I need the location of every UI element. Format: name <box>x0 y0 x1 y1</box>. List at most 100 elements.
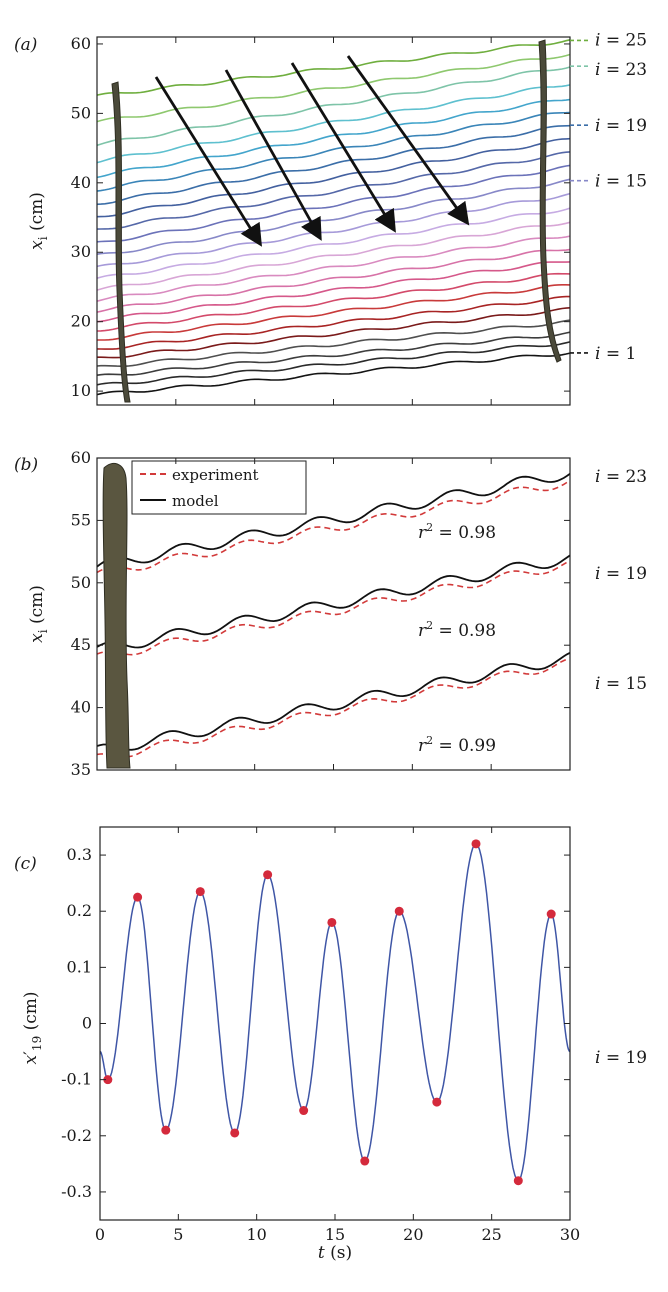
series-line-22 <box>96 84 571 164</box>
panel-b-ytick-label: 45 <box>71 635 91 654</box>
panel-a-ytick-label: 20 <box>71 312 91 331</box>
model-line-1 <box>96 473 571 568</box>
panel-a-ytick-label: 40 <box>71 173 91 192</box>
r2-label-1-var: r <box>418 523 427 543</box>
model-line-2 <box>96 554 571 649</box>
extremum-marker-14 <box>546 909 556 919</box>
series-line-13 <box>96 207 571 279</box>
series-line-18 <box>96 137 571 218</box>
series-line-12 <box>96 221 571 291</box>
extremum-marker-4 <box>195 887 205 897</box>
r2-label-1-val: = 0.98 <box>433 523 496 543</box>
panel-b-series-label-2-val: = 19 <box>600 564 647 584</box>
panel-c-ytick-label: 0 <box>82 1014 92 1033</box>
panel-c-xtick-label: 30 <box>560 1225 580 1244</box>
series-label-15: i = 15 <box>595 172 647 192</box>
panel-c-xtick-label: 20 <box>403 1225 423 1244</box>
series-label-15-val: = 15 <box>600 172 647 192</box>
series-line-19 <box>96 124 571 206</box>
experiment-line-3 <box>96 657 571 758</box>
series-line-25 <box>96 39 571 96</box>
series-label-25-var: i <box>595 30 600 50</box>
series-line-6 <box>96 295 570 350</box>
extremum-marker-6 <box>263 870 273 880</box>
r2-label-2: r2 = 0.98 <box>418 619 496 641</box>
extremum-marker-2 <box>133 892 143 902</box>
experiment-line-1 <box>96 479 571 574</box>
panel-c-ytick-label: 0.2 <box>67 901 92 920</box>
series-label-1-var: i <box>595 344 600 364</box>
panel-c-series-label-var: i <box>595 1048 600 1068</box>
panel-b-ytick-label: 60 <box>71 448 91 467</box>
snake-body-left <box>111 81 131 403</box>
panel-a-label: (a) <box>14 35 37 55</box>
panel-b-series-label-1: i = 23 <box>595 467 647 487</box>
series-line-23 <box>96 66 571 147</box>
series-label-23-var: i <box>595 60 600 80</box>
signal-line <box>99 842 571 1182</box>
legend-label-model: model <box>172 492 219 510</box>
panel-a-ytick-label: 60 <box>71 34 91 53</box>
extremum-marker-12 <box>471 839 481 849</box>
extremum-marker-11 <box>432 1097 442 1107</box>
r2-label-2-exp: 2 <box>426 619 433 632</box>
experiment-line-2 <box>96 560 571 656</box>
extremum-marker-13 <box>513 1176 523 1186</box>
series-line-16 <box>96 164 571 243</box>
model-line-3 <box>96 651 571 751</box>
motion-arrow-1 <box>154 76 262 247</box>
panel-c-xlabel-unit: (s) <box>325 1243 352 1263</box>
extremum-marker-7 <box>299 1106 309 1116</box>
series-line-5 <box>97 307 571 359</box>
panel-b-series-label-3: i = 15 <box>595 674 647 694</box>
series-label-19-var: i <box>595 116 600 136</box>
panel-a-ylabel-var: x <box>27 240 47 250</box>
series-line-2 <box>96 341 571 386</box>
panel-c-ylabel-sub: 19 <box>30 1036 44 1051</box>
series-line-3 <box>96 331 571 376</box>
panel-c-xtick-label: 10 <box>246 1225 266 1244</box>
series-label-15-var: i <box>595 172 600 192</box>
series-line-8 <box>96 272 571 332</box>
motion-arrow-3 <box>290 62 396 233</box>
panel-a-ytick-label: 50 <box>71 103 91 122</box>
panel-b-series-label-3-var: i <box>595 674 600 694</box>
r2-label-3-val: = 0.99 <box>433 736 496 756</box>
r2-label-1: r2 = 0.98 <box>418 521 496 543</box>
series-line-17 <box>96 151 571 230</box>
panel-b-series-label-3-val: = 15 <box>600 674 647 694</box>
panel-c-ytick-label: -0.1 <box>61 1070 92 1089</box>
motion-arrow-4 <box>346 55 470 226</box>
panel-c-ylabel-prime: ′ <box>21 1051 41 1055</box>
series-label-23: i = 23 <box>595 60 647 80</box>
extremum-marker-3 <box>161 1125 171 1135</box>
panel-b-ylabel: xi (cm) <box>27 585 50 643</box>
r2-label-2-var: r <box>418 621 427 641</box>
panel-b-ytick-label: 50 <box>71 573 91 592</box>
series-label-1-val: = 1 <box>600 344 636 364</box>
panel-b-ytick-label: 40 <box>71 698 91 717</box>
panel-c-label: (c) <box>14 854 37 874</box>
panel-b-ytick-label: 35 <box>71 760 91 779</box>
panel-c-xlabel: t (s) <box>318 1243 352 1263</box>
panel-b-ylabel-unit: (cm) <box>27 585 47 629</box>
panel-c-xtick-label: 5 <box>173 1225 183 1244</box>
panel-b-series-label-1-val: = 23 <box>600 467 647 487</box>
extremum-marker-5 <box>230 1128 240 1138</box>
snake-body-right <box>538 39 562 363</box>
series-line-7 <box>97 284 571 341</box>
extremum-marker-9 <box>360 1156 370 1166</box>
panel-b-series-label-1-var: i <box>595 467 600 487</box>
series-line-4 <box>96 319 571 367</box>
panel-a-ylabel-unit: (cm) <box>27 192 47 236</box>
panel-b-ytick-label: 55 <box>71 510 91 529</box>
series-label-19-val: = 19 <box>600 116 647 136</box>
panel-c-ylabel: x′19 (cm) <box>21 991 44 1064</box>
panel-c-xlabel-var: t <box>318 1243 325 1263</box>
panel-b-series-label-2-var: i <box>595 564 600 584</box>
motion-arrow-2 <box>224 69 322 241</box>
panel-b-ylabel-sub: i <box>36 629 50 633</box>
panel-a-ytick-label: 30 <box>71 242 91 261</box>
series-line-21 <box>96 98 571 179</box>
